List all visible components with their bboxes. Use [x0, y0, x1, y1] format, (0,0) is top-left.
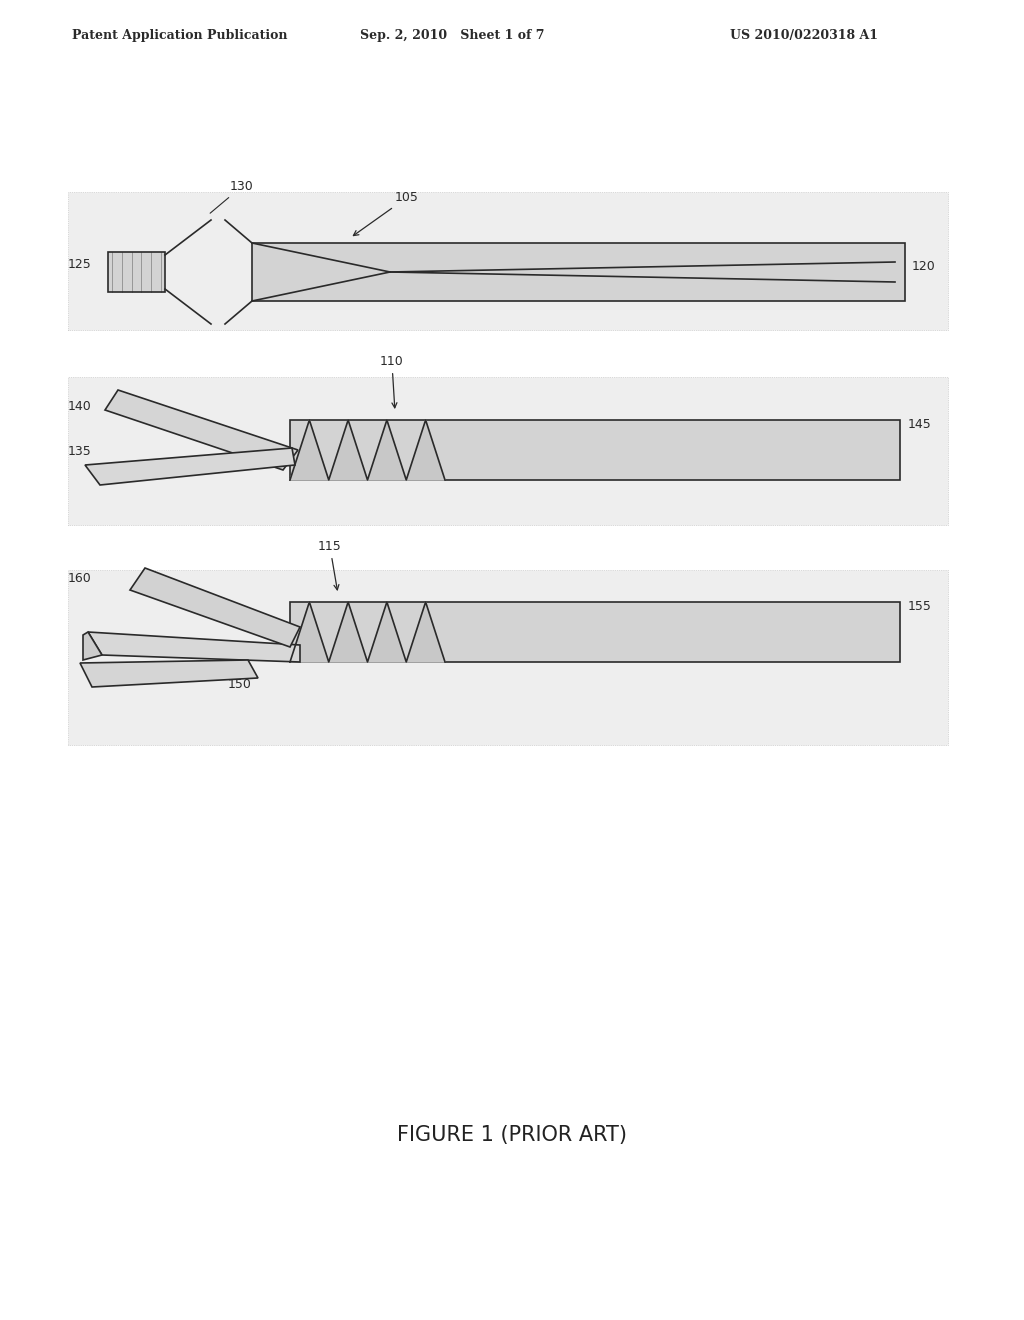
Text: 105: 105 — [353, 191, 419, 235]
Bar — [108, 252, 165, 292]
Text: 145: 145 — [908, 418, 932, 432]
Bar — [68, 191, 948, 330]
Text: 130: 130 — [210, 180, 254, 214]
Polygon shape — [88, 632, 300, 663]
Polygon shape — [85, 447, 295, 484]
Text: Patent Application Publication: Patent Application Publication — [72, 29, 288, 41]
Bar — [290, 602, 900, 663]
Polygon shape — [83, 632, 102, 660]
Text: 110: 110 — [380, 355, 403, 408]
Text: 155: 155 — [908, 601, 932, 614]
Text: 160: 160 — [68, 572, 92, 585]
Polygon shape — [130, 568, 300, 647]
Bar — [68, 378, 948, 525]
Text: FIGURE 1 (PRIOR ART): FIGURE 1 (PRIOR ART) — [397, 1125, 627, 1144]
Bar — [290, 420, 900, 480]
Text: 135: 135 — [68, 445, 92, 458]
Polygon shape — [105, 389, 298, 470]
Polygon shape — [290, 602, 445, 663]
Text: 120: 120 — [912, 260, 936, 273]
Text: 140: 140 — [68, 400, 92, 413]
Polygon shape — [290, 420, 445, 480]
Bar — [68, 570, 948, 744]
Text: US 2010/0220318 A1: US 2010/0220318 A1 — [730, 29, 878, 41]
Bar — [252, 243, 905, 301]
Text: 125: 125 — [68, 257, 92, 271]
Polygon shape — [80, 660, 258, 686]
Text: Sep. 2, 2010   Sheet 1 of 7: Sep. 2, 2010 Sheet 1 of 7 — [360, 29, 545, 41]
Text: 115: 115 — [318, 540, 342, 590]
Text: 150: 150 — [228, 678, 252, 690]
